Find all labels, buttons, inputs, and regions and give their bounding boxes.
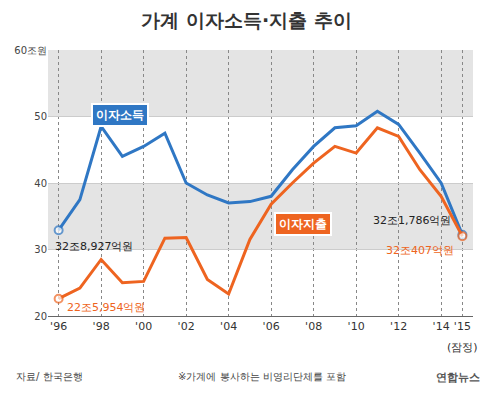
svg-text:32조1,786억원: 32조1,786억원 xyxy=(373,214,452,227)
svg-text:32조8,927억원: 32조8,927억원 xyxy=(55,240,134,253)
svg-text:이자소득: 이자소득 xyxy=(96,108,144,122)
svg-text:자료/ 한국은행: 자료/ 한국은행 xyxy=(16,371,83,382)
svg-text:20: 20 xyxy=(34,311,47,322)
svg-text:'06: '06 xyxy=(263,320,280,333)
svg-text:이자지출: 이자지출 xyxy=(279,217,327,231)
svg-text:60조원: 60조원 xyxy=(14,45,47,56)
svg-text:'02: '02 xyxy=(178,320,195,333)
svg-text:'96: '96 xyxy=(50,320,67,333)
svg-text:'00: '00 xyxy=(135,320,152,333)
svg-text:'15: '15 xyxy=(454,320,471,333)
svg-text:'98: '98 xyxy=(93,320,110,333)
svg-text:'08: '08 xyxy=(305,320,322,333)
svg-text:※가계에 봉사하는 비영리단체를 포함: ※가계에 봉사하는 비영리단체를 포함 xyxy=(178,371,346,382)
svg-text:'10: '10 xyxy=(348,320,365,333)
svg-text:'12: '12 xyxy=(390,320,407,333)
svg-text:22조5,954억원: 22조5,954억원 xyxy=(67,301,146,314)
svg-text:50: 50 xyxy=(34,111,47,122)
svg-text:(잠정): (잠정) xyxy=(447,341,478,354)
svg-text:30: 30 xyxy=(34,244,47,255)
svg-text:'04: '04 xyxy=(220,320,237,333)
svg-text:연합뉴스: 연합뉴스 xyxy=(436,371,480,384)
svg-text:40: 40 xyxy=(34,178,47,189)
svg-text:가계 이자소득·지출 추이: 가계 이자소득·지출 추이 xyxy=(141,9,351,31)
svg-text:32조407억원: 32조407억원 xyxy=(386,244,454,257)
svg-text:'14: '14 xyxy=(433,320,450,333)
